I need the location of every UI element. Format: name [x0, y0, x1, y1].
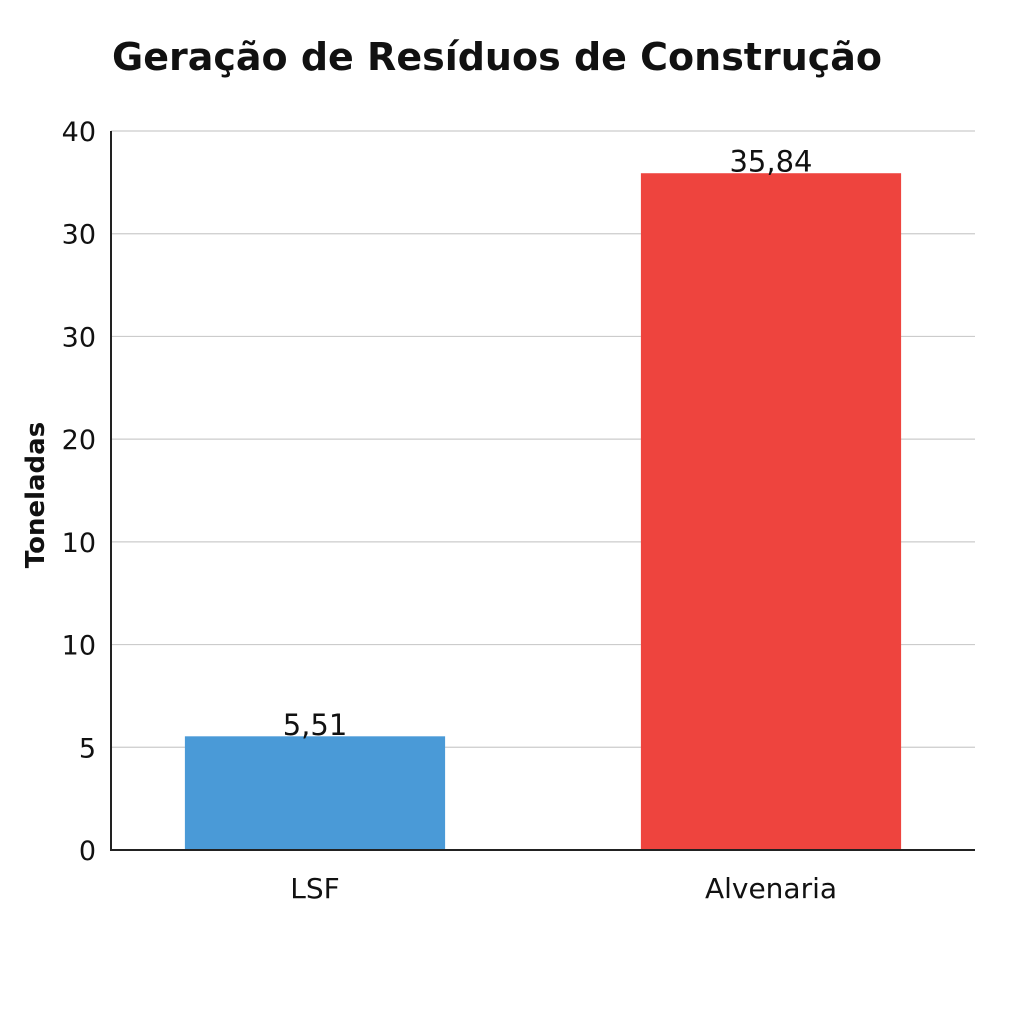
gridlines: [111, 130, 975, 748]
y-tick-label: 10: [62, 631, 96, 662]
y-tick-label: 20: [62, 425, 96, 456]
data-labels: 5,51 35,84: [283, 145, 813, 742]
x-category-label: Alvenaria: [705, 872, 837, 905]
data-label: 35,84: [729, 145, 812, 179]
y-tick-labels: 0 5 10 10 20 30 30 40: [62, 117, 96, 867]
axes: [110, 131, 975, 851]
bars: [184, 173, 902, 851]
x-category-label: LSF: [290, 872, 339, 905]
bar-alvenaria: [640, 173, 902, 851]
x-category-labels: LSF Alvenaria: [290, 872, 837, 905]
y-tick-label: 5: [79, 733, 96, 764]
y-axis-label: Toneladas: [21, 422, 51, 568]
bar-lsf: [184, 736, 446, 851]
data-label: 5,51: [283, 708, 348, 742]
y-tick-label: 30: [62, 220, 96, 251]
y-tick-label: 40: [62, 117, 96, 148]
y-tick-label: 30: [62, 322, 96, 353]
chart-title: Geração de Resíduos de Construção: [112, 35, 882, 79]
y-tick-label: 0: [79, 836, 96, 867]
y-tick-label: 10: [62, 528, 96, 559]
